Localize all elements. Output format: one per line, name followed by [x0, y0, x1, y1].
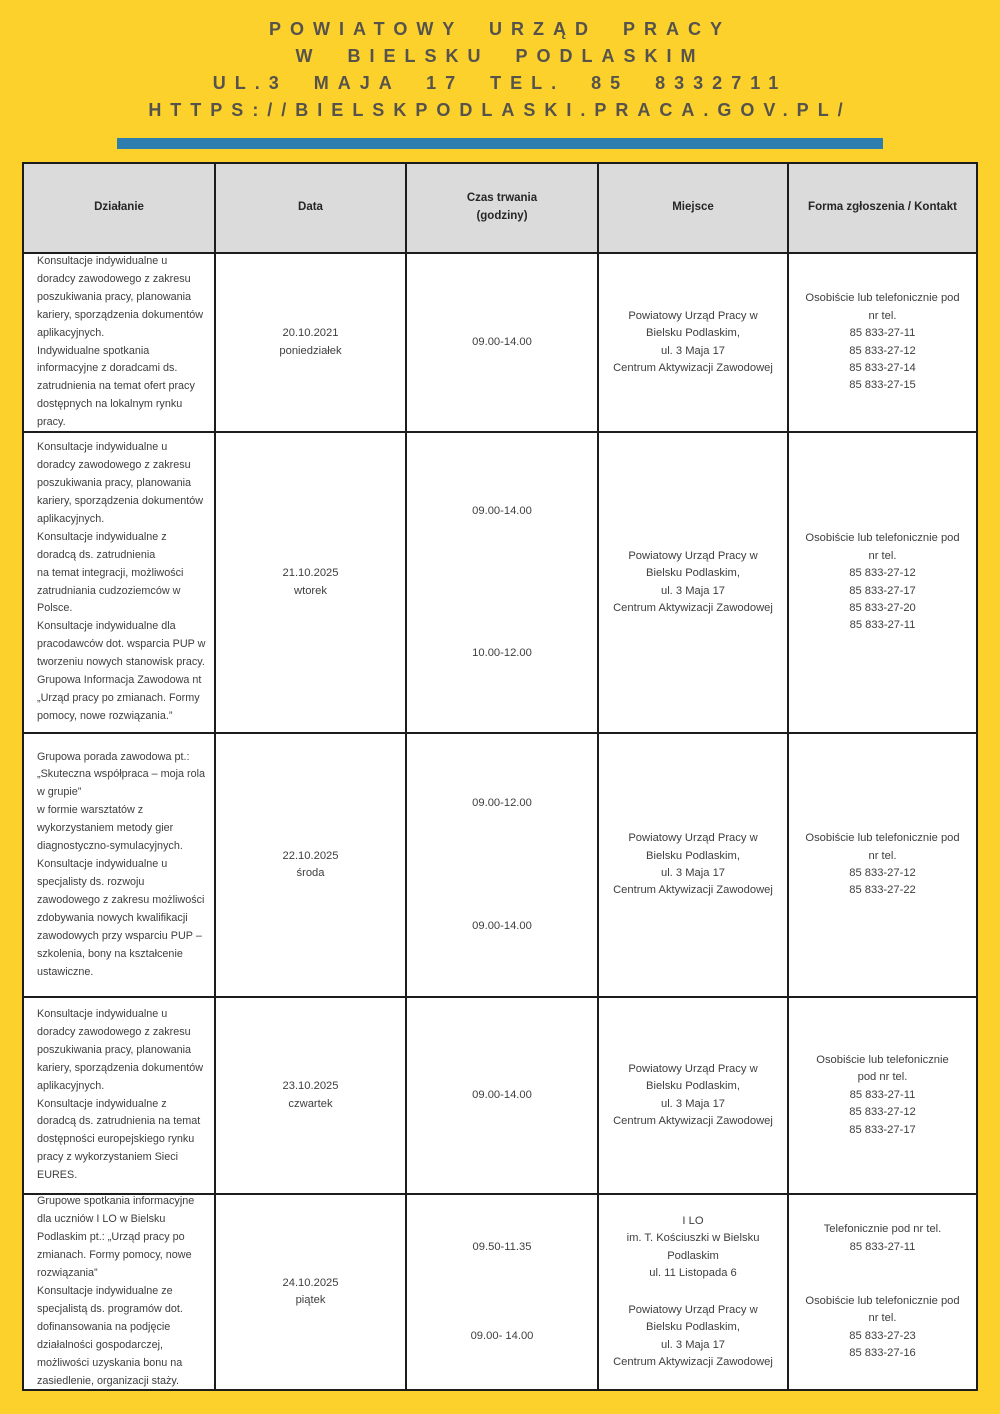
- contact-block: Telefonicznie pod nr tel. 85 833-27-11: [823, 1223, 942, 1253]
- row3-place-cell: Powiatowy Urząd Pracy w Bielsku Podlaski…: [597, 732, 787, 996]
- flyer-header: POWIATOWY URZĄD PRACY W BIELSKU PODLASKI…: [0, 0, 1000, 124]
- row4-place-cell: Powiatowy Urząd Pracy w Bielsku Podlaski…: [597, 996, 787, 1193]
- schedule-table: Działanie Data Czas trwania (godziny) Mi…: [22, 162, 978, 1391]
- row1-time-cell: 09.00-14.00: [405, 252, 597, 431]
- column-header-czas-trwania: Czas trwania (godziny): [405, 164, 597, 252]
- row2-time-cell: 09.00-14.00 10.00-12.00: [405, 431, 597, 732]
- row5-date-cell: 24.10.2025 piątek: [214, 1193, 405, 1389]
- column-header-dzialanie: Działanie: [24, 164, 214, 252]
- row5-place-cell: I LO im. T. Kościuszki w Bielsku Podlask…: [597, 1193, 787, 1389]
- row1-date-cell: 20.10.2021 poniedziałek: [214, 252, 405, 431]
- org-name-line-1: POWIATOWY URZĄD PRACY: [268, 19, 731, 39]
- column-header-miejsce: Miejsce: [597, 164, 787, 252]
- row2-place-cell: Powiatowy Urząd Pracy w Bielsku Podlaski…: [597, 431, 787, 732]
- row2-date-cell: 21.10.2025 wtorek: [214, 431, 405, 732]
- row2-contact-cell: Osobiście lub telefonicznie pod nr tel. …: [787, 431, 976, 732]
- row4-time-cell: 09.00-14.00: [405, 996, 597, 1193]
- row3-time-cell: 09.00-12.00 09.00-14.00: [405, 732, 597, 996]
- time-slot: 09.00-14.00: [472, 919, 532, 932]
- row1-place-cell: Powiatowy Urząd Pracy w Bielsku Podlaski…: [597, 252, 787, 431]
- column-header-data: Data: [214, 164, 405, 252]
- time-slot: 09.00-14.00: [472, 505, 532, 518]
- row5-action-cell: Grupowe spotkania informacyjne dla uczni…: [24, 1193, 214, 1389]
- org-name-line-2: W BIELSKU PODLASKIM: [295, 46, 705, 66]
- row2-action-cell: Konsultacje indywidualne u doradcy zawod…: [24, 431, 214, 732]
- row3-contact-cell: Osobiście lub telefonicznie pod nr tel. …: [787, 732, 976, 996]
- time-slot: 10.00-12.00: [472, 646, 532, 659]
- row3-date-cell: 22.10.2025 środa: [214, 732, 405, 996]
- row5-contact-cell: Telefonicznie pod nr tel. 85 833-27-11 O…: [787, 1193, 976, 1389]
- row4-action-cell: Konsultacje indywidualne u doradcy zawod…: [24, 996, 214, 1193]
- row4-contact-cell: Osobiście lub telefonicznie pod nr tel. …: [787, 996, 976, 1193]
- place-block: I LO im. T. Kościuszki w Bielsku Podlask…: [626, 1214, 760, 1279]
- time-slot: 09.50-11.35: [472, 1240, 532, 1253]
- contact-block: Osobiście lub telefonicznie pod nr tel. …: [805, 1295, 960, 1360]
- place-block: Powiatowy Urząd Pracy w Bielsku Podlaski…: [613, 1303, 773, 1368]
- row5-time-cell: 09.50-11.35 09.00- 14.00: [405, 1193, 597, 1389]
- row3-action-cell: Grupowa porada zawodowa pt.: „Skuteczna …: [24, 732, 214, 996]
- time-slot: 09.00-12.00: [472, 796, 532, 809]
- header-divider-bar: [117, 138, 883, 149]
- row4-date-cell: 23.10.2025 czwartek: [214, 996, 405, 1193]
- row1-action-cell: Konsultacje indywidualne u doradcy zawod…: [24, 252, 214, 431]
- org-address-phone: UL.3 MAJA 17 TEL. 85 8332711: [212, 73, 788, 93]
- org-website-url: HTTPS://BIELSKPODLASKI.PRACA.GOV.PL/: [148, 100, 852, 120]
- row1-contact-cell: Osobiście lub telefonicznie pod nr tel. …: [787, 252, 976, 431]
- column-header-forma-zgloszenia: Forma zgłoszenia / Kontakt: [787, 164, 976, 252]
- time-slot: 09.00- 14.00: [470, 1329, 534, 1342]
